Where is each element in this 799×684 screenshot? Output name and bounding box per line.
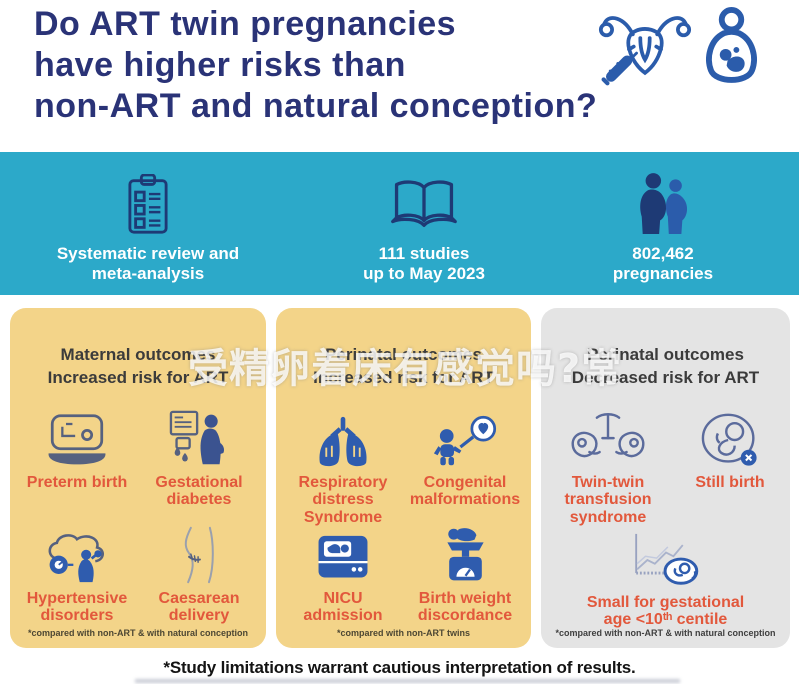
page-title: Do ART twin pregnancies have higher risk… [34, 4, 597, 126]
title-line-2: have higher risks than [34, 45, 406, 84]
clipboard-checklist-icon [16, 166, 280, 242]
header: Do ART twin pregnancies have higher risk… [0, 0, 799, 152]
nicu-incubator-icon [282, 520, 404, 584]
outcome-label: Congenital malformations [409, 474, 521, 509]
fetus-cross-icon [669, 404, 791, 468]
outcome-label: NICU admission [303, 590, 383, 625]
outcome-twin-twin-transfusion: Twin-twin transfusion syndrome [547, 404, 669, 526]
outcome-small-for-gestational-age: Small for gestational age <10ᵗʰ centile [561, 524, 771, 629]
card-title-line-1: Maternal outcomes [60, 345, 216, 364]
outcome-still-birth: Still birth [669, 404, 791, 491]
outcome-hypertensive-disorders: Hypertensive disorders [16, 520, 138, 625]
twin-fetuses-icon [547, 404, 669, 468]
watermark-text: 受精卵着床有感觉吗?常 [188, 346, 623, 392]
stat-pregnancies: 802,462 pregnancies [553, 152, 773, 295]
stat-label: 802,462 pregnancies [612, 244, 714, 283]
outcome-gestational-diabetes: Gestational diabetes [138, 404, 260, 509]
open-book-icon [299, 166, 549, 242]
stat-label: Systematic review and meta-analysis [56, 244, 240, 283]
stat-label: 111 studies up to May 2023 [363, 244, 485, 283]
card-title-line-1: Perinatal outcomes [325, 345, 482, 364]
outcome-label: Gestational diabetes [155, 474, 243, 509]
blood-pressure-icon [16, 520, 138, 584]
card-perinatal-increased: Perinatal outcomes Increased risk for AR… [276, 308, 531, 648]
abdomen-incision-icon [138, 520, 260, 584]
outcome-nicu-admission: NICU admission [282, 520, 404, 625]
growth-chart-fetus-icon [561, 524, 771, 588]
card-maternal-outcomes: Maternal outcomes Increased risk for ART… [10, 308, 266, 648]
baby-magnifier-heart-icon [404, 404, 526, 468]
outcome-label: Still birth [695, 474, 765, 491]
card-perinatal-decreased: Perinatal outcomes Decreased risk for AR… [541, 308, 790, 648]
card-title: Perinatal outcomes Increased risk for AR… [276, 344, 531, 390]
footer-ghost-smear [135, 679, 680, 683]
title-line-1: Do ART twin pregnancies [34, 5, 457, 43]
incubator-preterm-icon [16, 404, 138, 468]
lungs-icon [282, 404, 404, 468]
outcome-label: Respiratory distress Syndrome [298, 474, 388, 526]
outcome-respiratory-distress: Respiratory distress Syndrome [282, 404, 404, 526]
outcome-label: Twin-twin transfusion syndrome [564, 474, 652, 526]
card-title-line-1: Perinatal outcomes [587, 345, 744, 364]
outcome-label: Caesarean delivery [158, 590, 240, 625]
baby-scale-icon [404, 520, 526, 584]
outcome-label: Hypertensive disorders [26, 590, 128, 625]
header-icons [598, 6, 788, 96]
glucose-pregnancy-icon [138, 404, 260, 468]
card-title-line-2: Decreased risk for ART [571, 367, 760, 387]
card-footnote: *compared with non-ART & with natural co… [27, 628, 248, 638]
outcome-preterm-birth: Preterm birth [16, 404, 138, 491]
ivf-uterus-syringe-icon [598, 16, 692, 86]
stat-studies: 111 studies up to May 2023 [299, 152, 549, 295]
outcome-label: Birth weight discordance [417, 590, 513, 625]
title-line-3: non-ART and natural conception? [34, 86, 598, 125]
card-title: Perinatal outcomes Decreased risk for AR… [541, 344, 790, 390]
outcome-label: Small for gestational age <10ᵗʰ centile [586, 594, 745, 629]
stat-systematic-review: Systematic review and meta-analysis [16, 152, 280, 295]
card-footnote: *compared with non-ART twins [336, 628, 470, 638]
card-title-line-2: Increased risk for ART [47, 367, 229, 387]
card-title-line-2: Increased risk for ART [313, 367, 494, 387]
outcome-congenital-malformations: Congenital malformations [404, 404, 526, 509]
pregnant-women-icon [553, 166, 773, 242]
card-footnote: *compared with non-ART & with natural co… [555, 628, 776, 638]
pregnant-person-icon [706, 6, 757, 83]
outcome-caesarean-delivery: Caesarean delivery [138, 520, 260, 625]
stats-banner: Systematic review and meta-analysis 111 … [0, 152, 799, 295]
outcome-label: Preterm birth [26, 474, 128, 491]
outcome-birth-weight-discordance: Birth weight discordance [404, 520, 526, 625]
footer-note: *Study limitations warrant cautious inte… [163, 658, 636, 677]
card-title: Maternal outcomes Increased risk for ART [10, 344, 266, 390]
